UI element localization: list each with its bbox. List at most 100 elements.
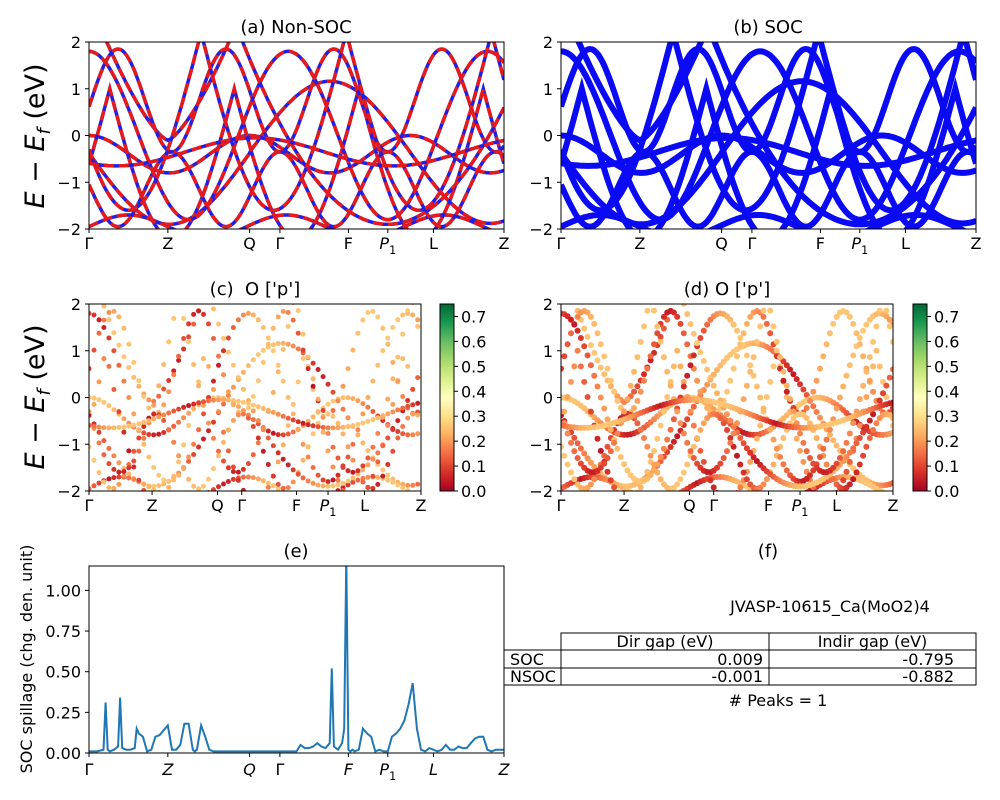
- projection-point: [395, 429, 401, 434]
- projection-point: [380, 413, 386, 419]
- projection-point: [340, 406, 346, 412]
- colorbar-tick-label: 0.1: [461, 457, 486, 476]
- projection-point: [146, 484, 152, 490]
- projection-point: [415, 375, 421, 381]
- projection-point: [405, 482, 411, 488]
- projection-point: [250, 424, 256, 429]
- projection-point: [604, 468, 611, 475]
- projection-point: [690, 352, 697, 359]
- projection-point: [637, 427, 644, 433]
- projection-point: [225, 335, 231, 341]
- projection-point: [240, 474, 246, 480]
- projection-point: [587, 408, 594, 415]
- projection-point: [687, 448, 694, 455]
- projection-point: [131, 411, 137, 417]
- projection-point: [597, 447, 604, 454]
- projection-point: [146, 397, 152, 403]
- projection-point: [385, 472, 391, 478]
- projection-point: [846, 458, 853, 465]
- projection-point: [807, 455, 813, 461]
- projection-point: [677, 420, 684, 427]
- x-tick-label: L: [832, 496, 841, 515]
- projection-point: [221, 348, 226, 354]
- projection-point: [680, 469, 687, 476]
- projection-point: [290, 343, 296, 349]
- projection-point: [255, 435, 261, 441]
- projection-point: [315, 482, 321, 488]
- projection-point: [191, 406, 197, 412]
- projection-point: [196, 379, 202, 385]
- projection-point: [684, 416, 691, 423]
- projection-point: [225, 427, 231, 433]
- projection-point: [591, 372, 598, 379]
- projection-point: [96, 379, 102, 385]
- projection-point: [830, 437, 837, 444]
- projection-point: [740, 396, 747, 403]
- projection-point: [325, 479, 331, 485]
- projection-point: [890, 399, 893, 406]
- panel-e-frame: [88, 565, 505, 754]
- projection-point: [230, 476, 236, 482]
- projection-point: [571, 476, 578, 483]
- projection-point: [345, 482, 351, 488]
- projection-point: [700, 420, 707, 427]
- projection-point: [651, 341, 657, 348]
- projection-point: [270, 390, 276, 395]
- projection-point: [201, 356, 206, 362]
- projection-point: [250, 357, 256, 363]
- projection-point: [415, 412, 421, 418]
- projection-point: [886, 323, 893, 330]
- projection-point: [850, 476, 857, 483]
- projection-point: [141, 487, 147, 491]
- projection-point: [674, 347, 681, 354]
- projection-point: [664, 394, 671, 400]
- projection-point: [265, 480, 271, 486]
- projection-point: [345, 454, 351, 460]
- projection-point: [191, 483, 197, 489]
- projection-point: [568, 330, 574, 337]
- projection-point: [186, 476, 192, 482]
- projection-point: [111, 330, 117, 336]
- projection-point: [181, 316, 187, 321]
- x-tick-label: F: [344, 234, 353, 253]
- projection-point: [807, 420, 813, 427]
- projection-point: [833, 442, 840, 449]
- projection-point: [568, 439, 574, 446]
- y-tick-label: 1.00: [45, 581, 81, 600]
- projection-point: [863, 368, 870, 375]
- projection-point: [866, 417, 873, 424]
- projection-point: [790, 371, 797, 378]
- projection-point: [853, 440, 860, 447]
- projection-point: [657, 454, 664, 460]
- projection-point: [335, 455, 341, 461]
- projection-point: [355, 398, 361, 404]
- projection-point: [255, 476, 261, 482]
- projection-point: [111, 425, 117, 431]
- projection-point: [196, 486, 202, 491]
- projection-point: [700, 458, 707, 465]
- projection-point: [136, 383, 142, 389]
- projection-point: [690, 330, 697, 337]
- projection-point: [690, 403, 697, 410]
- projection-point: [767, 330, 774, 337]
- projection-point: [230, 418, 236, 423]
- projection-point: [91, 395, 97, 401]
- projection-point: [694, 435, 701, 441]
- projection-point: [330, 389, 336, 395]
- projection-point: [295, 419, 301, 425]
- projection-point: [823, 436, 830, 443]
- projection-point: [340, 424, 346, 430]
- projection-point: [823, 341, 830, 348]
- projection-point: [400, 481, 406, 487]
- projection-point: [601, 405, 608, 412]
- projection-point: [91, 347, 97, 353]
- projection-point: [810, 388, 817, 395]
- projection-point: [166, 410, 172, 416]
- projection-point: [737, 435, 744, 441]
- projection-point: [230, 362, 236, 368]
- projection-point: [365, 418, 371, 424]
- projection-point: [850, 352, 857, 359]
- projection-point: [106, 403, 112, 409]
- projection-point: [96, 470, 102, 475]
- projection-point: [270, 325, 276, 331]
